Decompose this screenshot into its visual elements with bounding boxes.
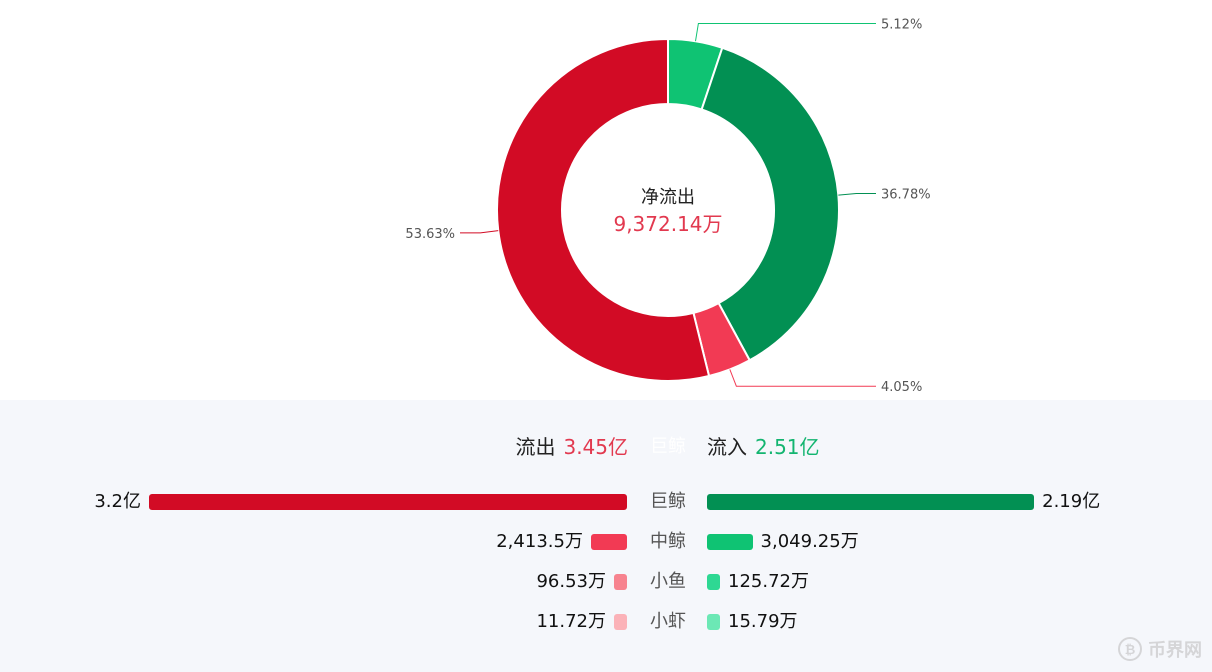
outflow-value: 3.2亿 (94, 491, 141, 512)
category-label: 巨鲸 (650, 491, 686, 512)
inflow-value: 15.79万 (728, 611, 798, 632)
inflow-value: 3,049.25万 (760, 531, 859, 552)
donut-labels: 5.12% 36.78% 4.05% 53.63% (405, 17, 930, 395)
center-title: 净流出 (641, 187, 695, 208)
watermark-text: 币界网 (1148, 640, 1202, 661)
inflow-bar (707, 574, 720, 590)
category-label: 小鱼 (650, 571, 686, 592)
flow-row: 96.53万 小鱼 125.72万 (0, 562, 1212, 602)
category-label: 中鲸 (650, 531, 686, 552)
outflow-bar (590, 534, 627, 550)
outflow-header: 流出 3.45亿 (515, 432, 628, 462)
outflow-value: 96.53万 (536, 571, 606, 592)
slice-percent-label: 53.63% (405, 227, 455, 242)
inflow-value: 125.72万 (728, 571, 809, 592)
bitcoin-icon: ₿ (1118, 637, 1142, 661)
inflow-label: 流入 (707, 435, 747, 459)
inflow-bar (707, 534, 753, 550)
donut-chart: 5.12% 36.78% 4.05% 53.63% 净流出 9,372.14万 (405, 17, 930, 395)
inflow-bar (707, 494, 1035, 510)
header-category: 巨鲸 (650, 436, 686, 457)
inflow-value: 2.19亿 (1042, 491, 1101, 512)
inflow-bar (707, 614, 720, 630)
outflow-total: 3.45亿 (563, 435, 628, 459)
outflow-value: 11.72万 (536, 611, 606, 632)
leader-line (729, 369, 876, 387)
watermark: ₿ 币界网 (1118, 636, 1202, 662)
flow-row: 11.72万 小虾 15.79万 (0, 602, 1212, 642)
slice-percent-label: 36.78% (881, 188, 931, 203)
outflow-value: 2,413.5万 (496, 531, 583, 552)
donut-slice[interactable] (496, 37, 711, 382)
inflow-header: 流入 2.51亿 (707, 432, 820, 462)
leader-line (460, 230, 499, 234)
donut-slice[interactable] (700, 46, 840, 362)
outflow-bar (149, 494, 627, 510)
center-value: 9,372.14万 (613, 212, 722, 236)
flow-panel: 流出 3.45亿 巨鲸 流入 2.51亿 3.2亿 巨鲸 2.19亿 2,413.5万 中鲸… (0, 400, 1212, 672)
flow-row: 2,413.5万 中鲸 3,049.25万 (0, 522, 1212, 562)
slice-percent-label: 5.12% (881, 17, 922, 32)
slice-percent-label: 4.05% (881, 380, 922, 395)
leader-line (695, 22, 876, 42)
outflow-bar (614, 614, 627, 630)
leader-line (838, 193, 876, 196)
flow-row: 3.2亿 巨鲸 2.19亿 (0, 482, 1212, 522)
inflow-total: 2.51亿 (755, 435, 820, 459)
category-label: 小虾 (650, 611, 686, 632)
outflow-bar (614, 574, 627, 590)
donut-slices (496, 37, 840, 382)
outflow-label: 流出 (515, 435, 556, 459)
